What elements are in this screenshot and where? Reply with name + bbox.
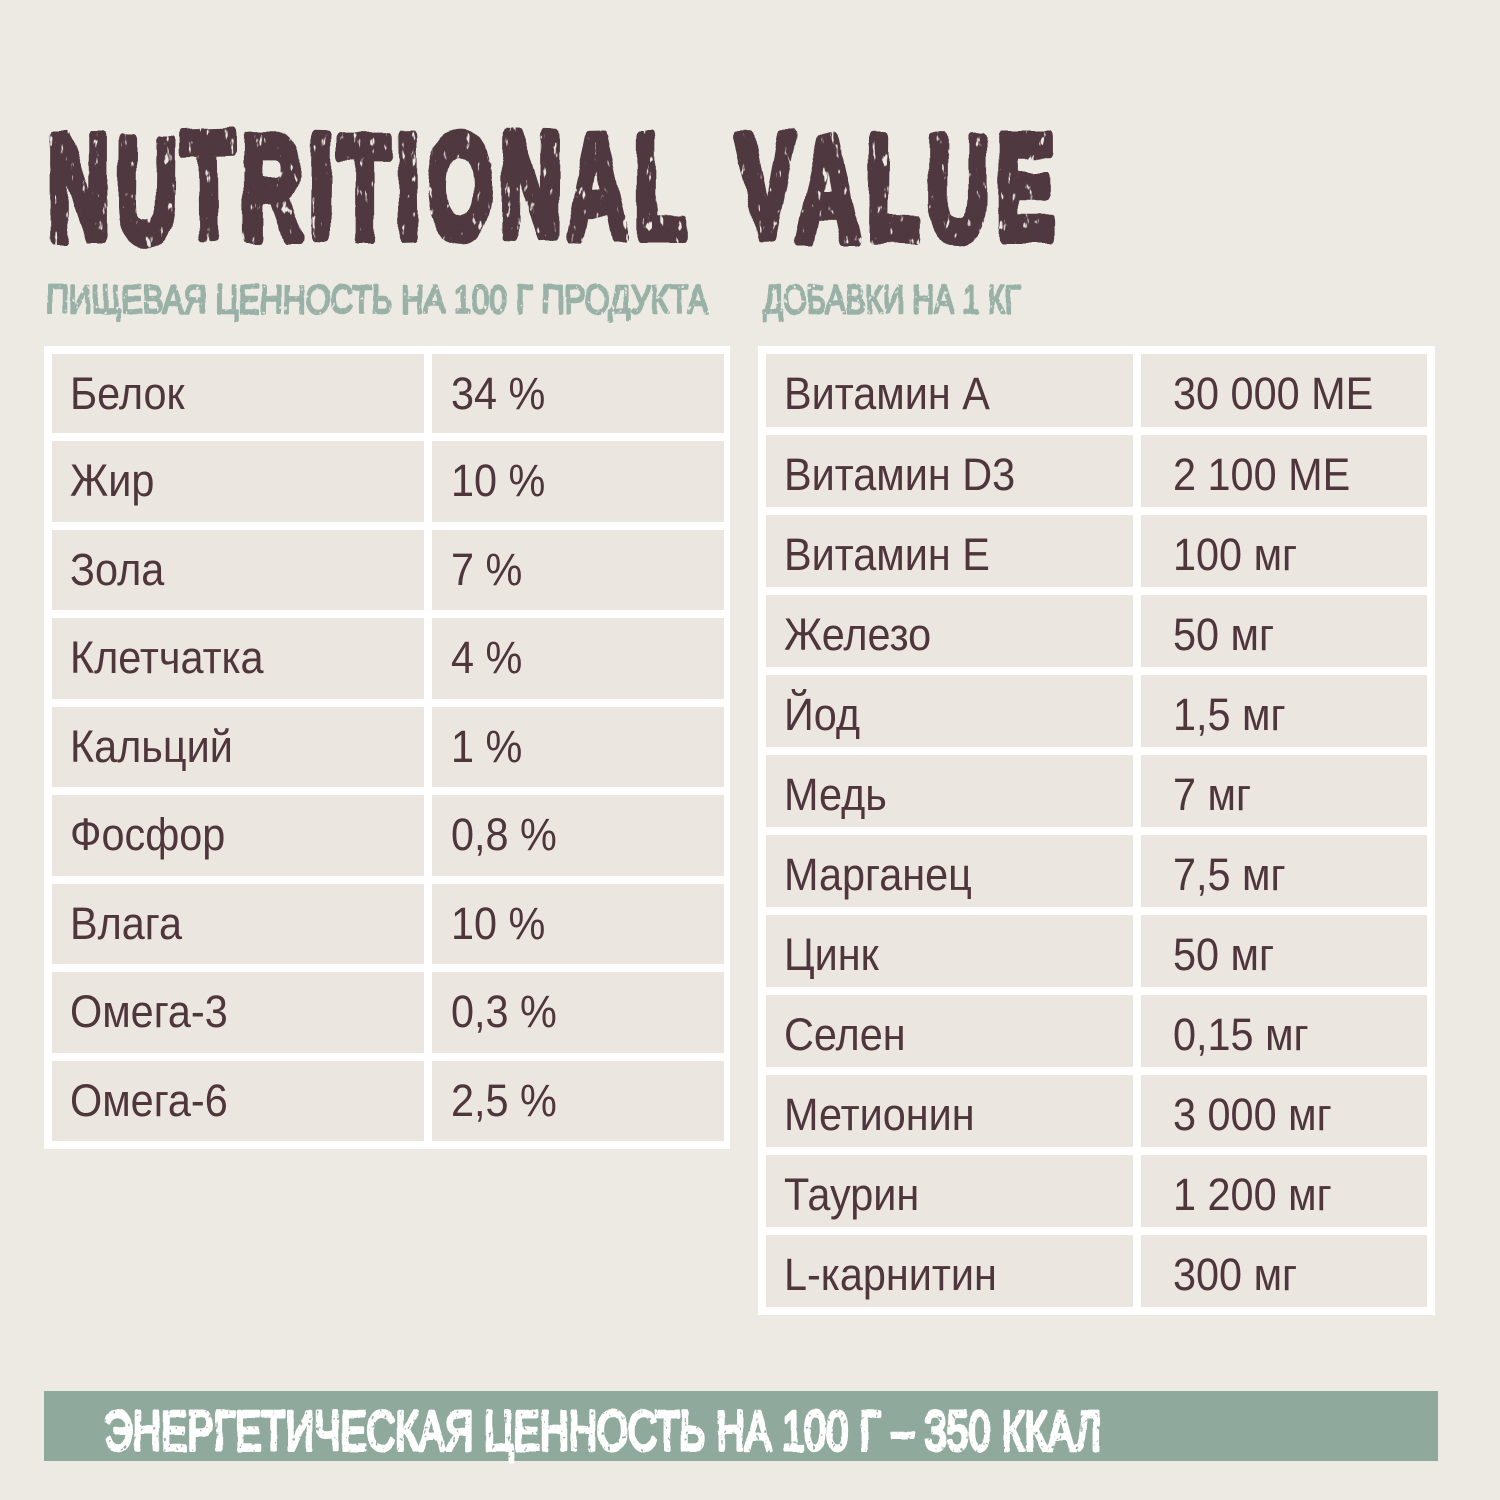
svg-text:ЭНЕРГЕТИЧЕСКАЯ ЦЕННОСТЬ НА 100: ЭНЕРГЕТИЧЕСКАЯ ЦЕННОСТЬ НА 100 Г – 350 К…: [104, 1400, 1101, 1462]
svg-text:VALUE: VALUE: [736, 104, 1061, 272]
svg-text:NUTRITIONAL: NUTRITIONAL: [48, 103, 693, 274]
svg-text:ДОБАВКИ НА 1 КГ: ДОБАВКИ НА 1 КГ: [763, 278, 1021, 322]
svg-text:ПИЩЕВАЯ ЦЕННОСТЬ НА 100 Г ПРОД: ПИЩЕВАЯ ЦЕННОСТЬ НА 100 Г ПРОДУКТА: [46, 276, 709, 321]
